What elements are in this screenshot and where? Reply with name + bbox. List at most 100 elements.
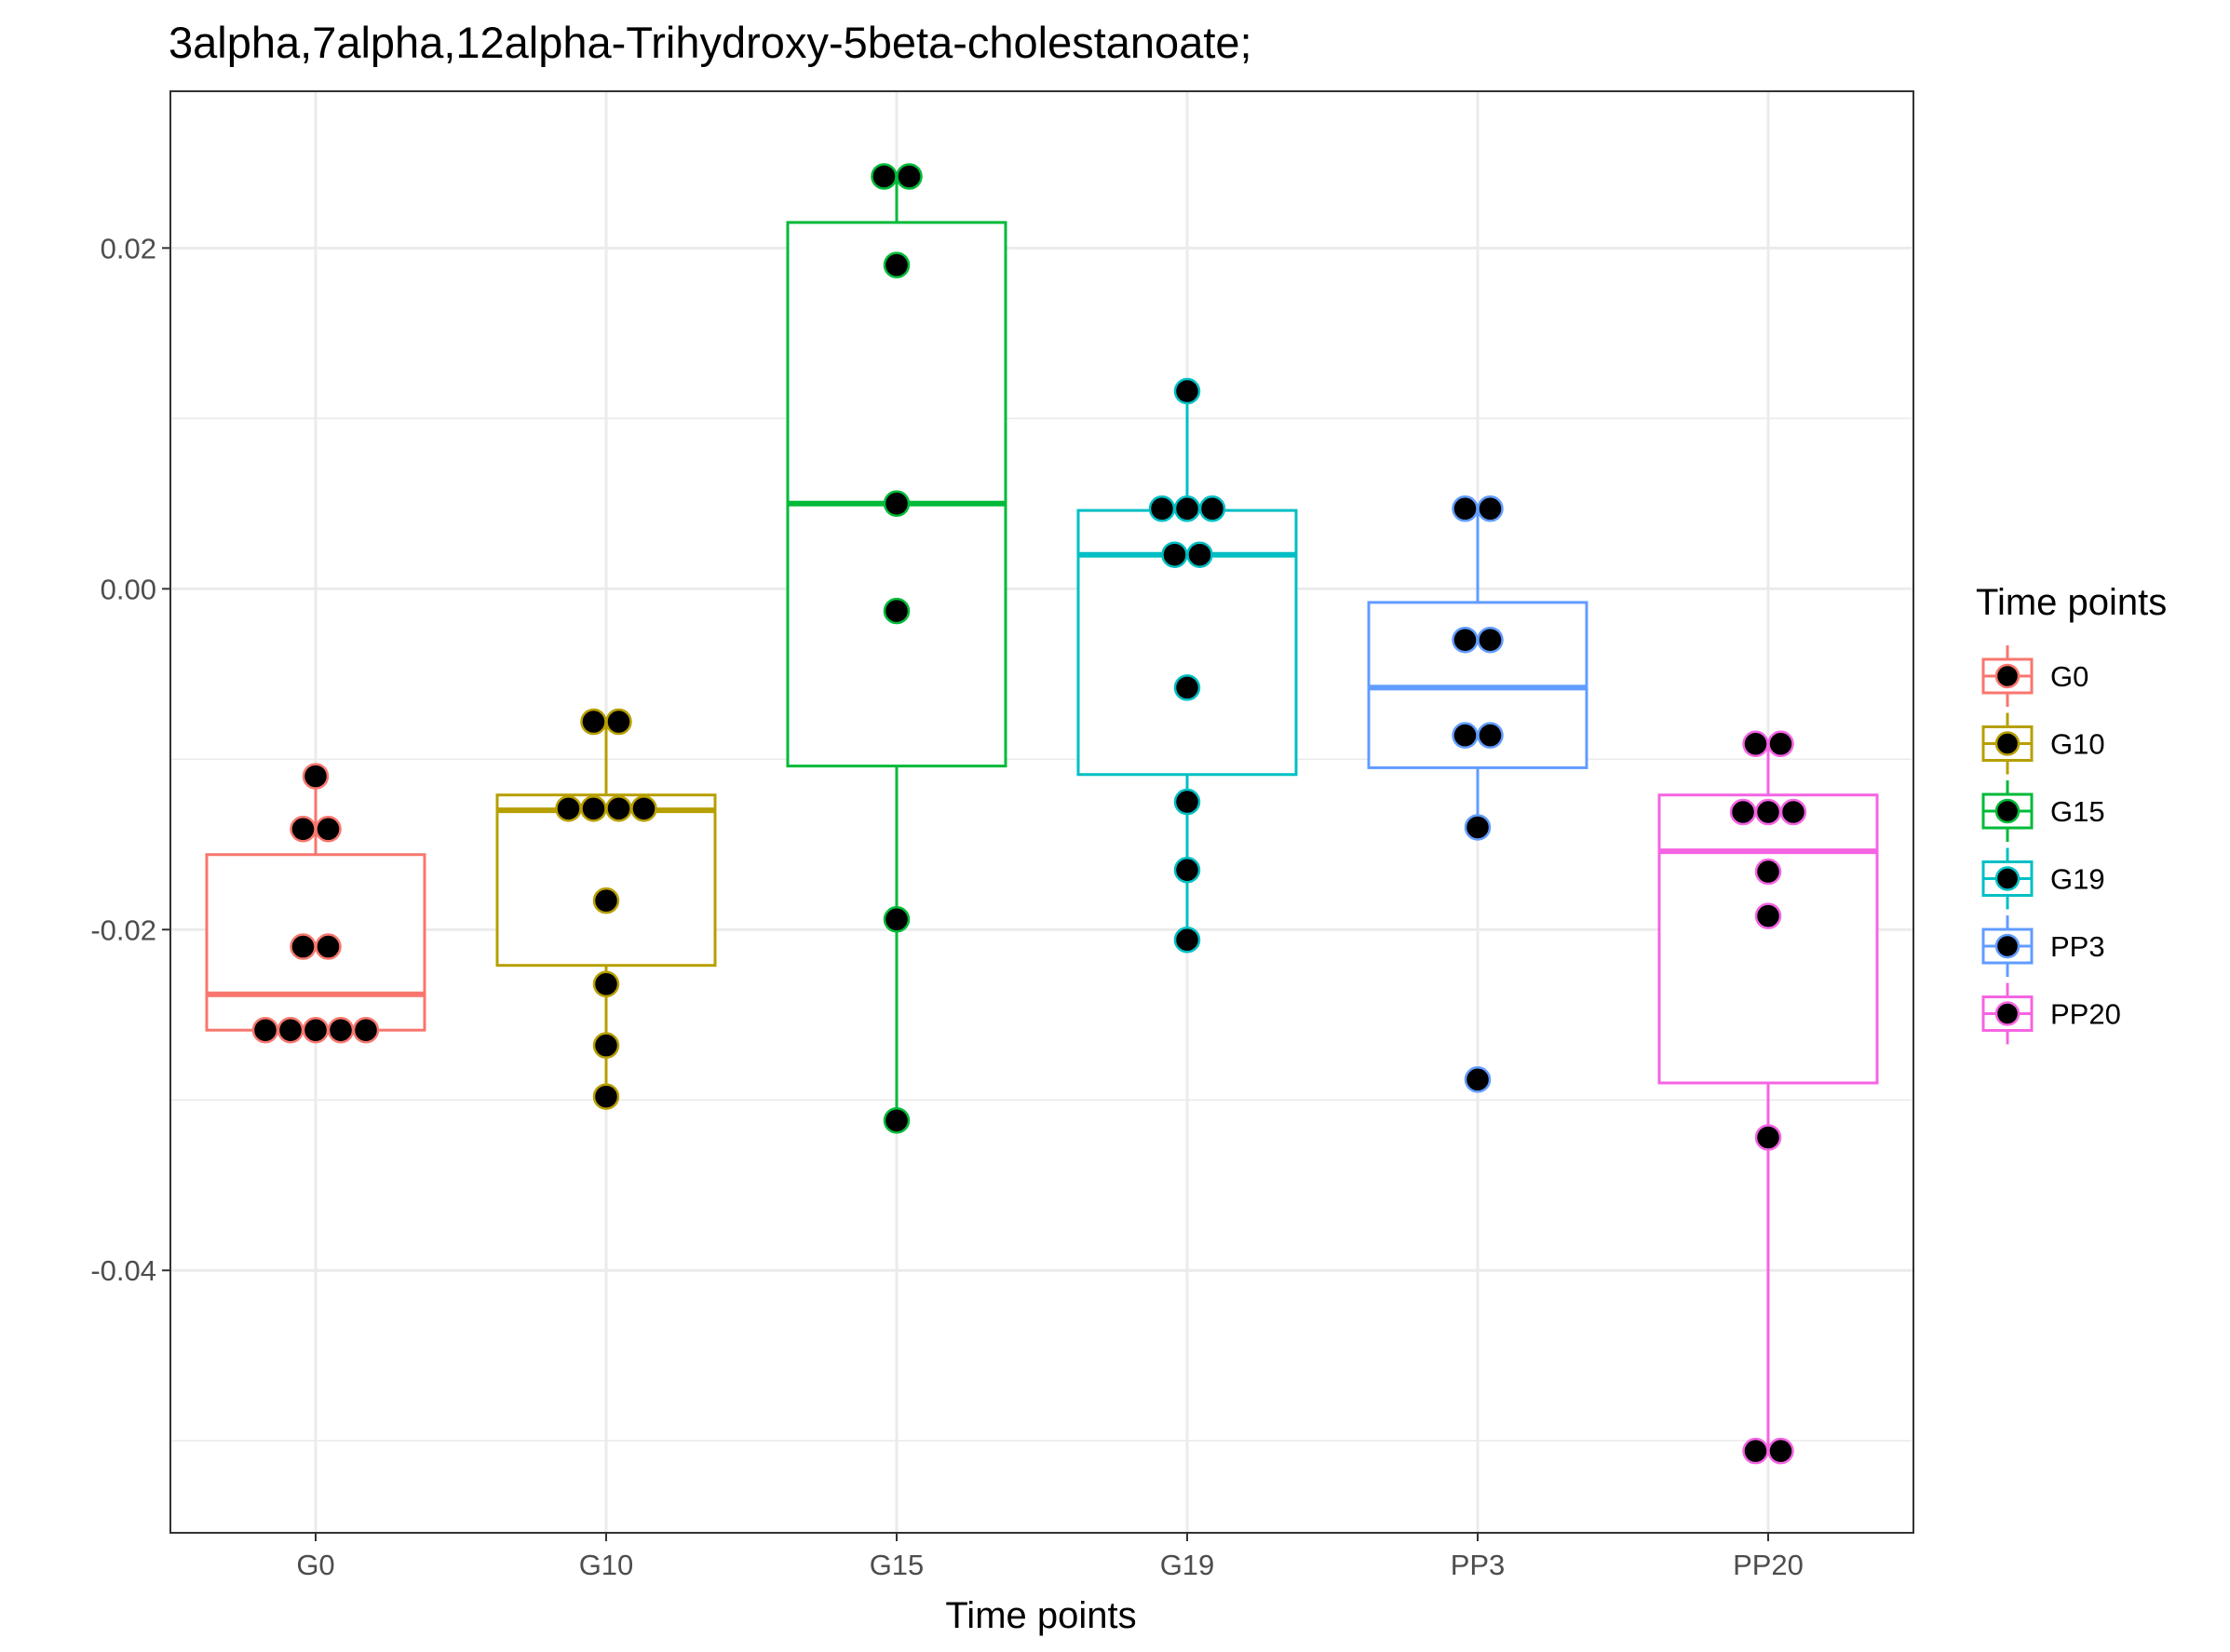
y-tick-label: -0.02 (90, 914, 156, 946)
box (1076, 508, 1298, 777)
legend-title: Time points (1976, 582, 2167, 623)
legend-key-point (1994, 1001, 2021, 1026)
data-point (1173, 674, 1201, 701)
legend-key-point (1994, 731, 2021, 756)
data-point (1754, 858, 1782, 886)
y-tick-label: -0.04 (90, 1254, 156, 1287)
y-tick-label: 0.02 (101, 232, 156, 264)
legend-item-g15: G15 (1981, 780, 2105, 842)
box-group-g15 (786, 163, 1007, 1134)
box-group-g10 (495, 708, 717, 1110)
box (495, 793, 717, 968)
data-point (251, 1016, 279, 1044)
data-point (1477, 626, 1504, 654)
data-point (1173, 377, 1201, 405)
chart-title: 3alpha,7alpha,12alpha-Trihydroxy-5beta-c… (169, 18, 1252, 67)
data-point (1452, 495, 1479, 522)
panel-background (170, 91, 1913, 1533)
panel-border (169, 90, 1914, 1534)
data-point (1477, 495, 1504, 522)
data-point (1173, 856, 1201, 884)
data-point (327, 1016, 355, 1044)
data-point (896, 163, 923, 190)
data-point (1779, 798, 1807, 826)
data-point (883, 490, 911, 518)
data-point (871, 163, 898, 190)
data-point (605, 795, 632, 822)
data-point (1767, 1437, 1794, 1465)
data-point (315, 816, 342, 843)
data-point (1452, 722, 1479, 749)
y-axis: -0.04 -0.02 0.00 0.02 (90, 232, 170, 1287)
data-point (1173, 788, 1201, 816)
data-point (1173, 495, 1201, 522)
data-point (592, 1083, 620, 1110)
x-axis-title: Time points (945, 1595, 1136, 1636)
plot-panel (169, 90, 1914, 1534)
x-tick-label: PP3 (1451, 1549, 1506, 1581)
box-group-g19 (1076, 377, 1298, 954)
x-axis: G0 G10 G15 G19 PP3 PP20 (296, 1533, 1804, 1581)
box-group-g0 (205, 763, 426, 1044)
data-point (883, 906, 911, 933)
legend-item-pp20: PP20 (1981, 982, 2121, 1045)
data-point (1148, 495, 1176, 522)
data-point (315, 933, 342, 960)
legend-key-point (1994, 866, 2021, 891)
data-point (1754, 902, 1782, 929)
legend-label: PP20 (2050, 998, 2121, 1031)
data-point (277, 1016, 304, 1044)
data-point (592, 887, 620, 914)
legend-item-g19: G19 (1981, 847, 2105, 910)
data-point (352, 1016, 380, 1044)
x-tick-label: G15 (870, 1549, 925, 1581)
data-point (1742, 730, 1769, 758)
data-point (592, 1032, 620, 1059)
legend-label: G10 (2050, 728, 2105, 761)
legend-label: PP3 (2050, 930, 2105, 963)
data-point (555, 795, 582, 822)
data-point (1767, 730, 1794, 758)
data-point (580, 795, 607, 822)
legend-label: G15 (2050, 795, 2105, 828)
data-point (883, 597, 911, 625)
x-tick-label: G19 (1160, 1549, 1215, 1581)
data-point (1754, 1124, 1782, 1151)
data-point (1742, 1437, 1769, 1465)
legend-label: G0 (2050, 660, 2088, 693)
box (205, 853, 426, 1032)
data-point (630, 795, 657, 822)
legend-key-point (1994, 798, 2021, 824)
data-point (1198, 495, 1226, 522)
data-point (883, 251, 911, 278)
data-point (1452, 626, 1479, 654)
data-point (1729, 798, 1757, 826)
legend-item-pp3: PP3 (1981, 915, 2105, 977)
data-point (290, 816, 317, 843)
data-point (1186, 541, 1213, 568)
legend-item-g0: G0 (1981, 645, 2088, 707)
box (1657, 793, 1879, 1085)
y-tick-label: 0.00 (101, 573, 156, 605)
data-point (592, 970, 620, 998)
data-point (580, 708, 607, 736)
data-point (605, 708, 632, 736)
data-point (302, 1016, 330, 1044)
legend: Time points G0 G10 G15 G19 PP3 PP20 (1976, 582, 2167, 1045)
x-tick-label: G0 (296, 1549, 334, 1581)
box-group-pp3 (1367, 495, 1588, 1093)
legend-key-point (1994, 663, 2021, 689)
box-group-pp20 (1657, 730, 1879, 1465)
legend-label: G19 (2050, 863, 2105, 896)
data-point (302, 763, 330, 790)
data-point (1477, 722, 1504, 749)
data-point (1754, 798, 1782, 826)
data-point (290, 933, 317, 960)
data-point (1173, 926, 1201, 954)
x-tick-label: G10 (579, 1549, 634, 1581)
data-point (883, 1106, 911, 1134)
data-point (1464, 1066, 1492, 1093)
legend-key-point (1994, 933, 2021, 959)
data-point (1161, 541, 1188, 568)
